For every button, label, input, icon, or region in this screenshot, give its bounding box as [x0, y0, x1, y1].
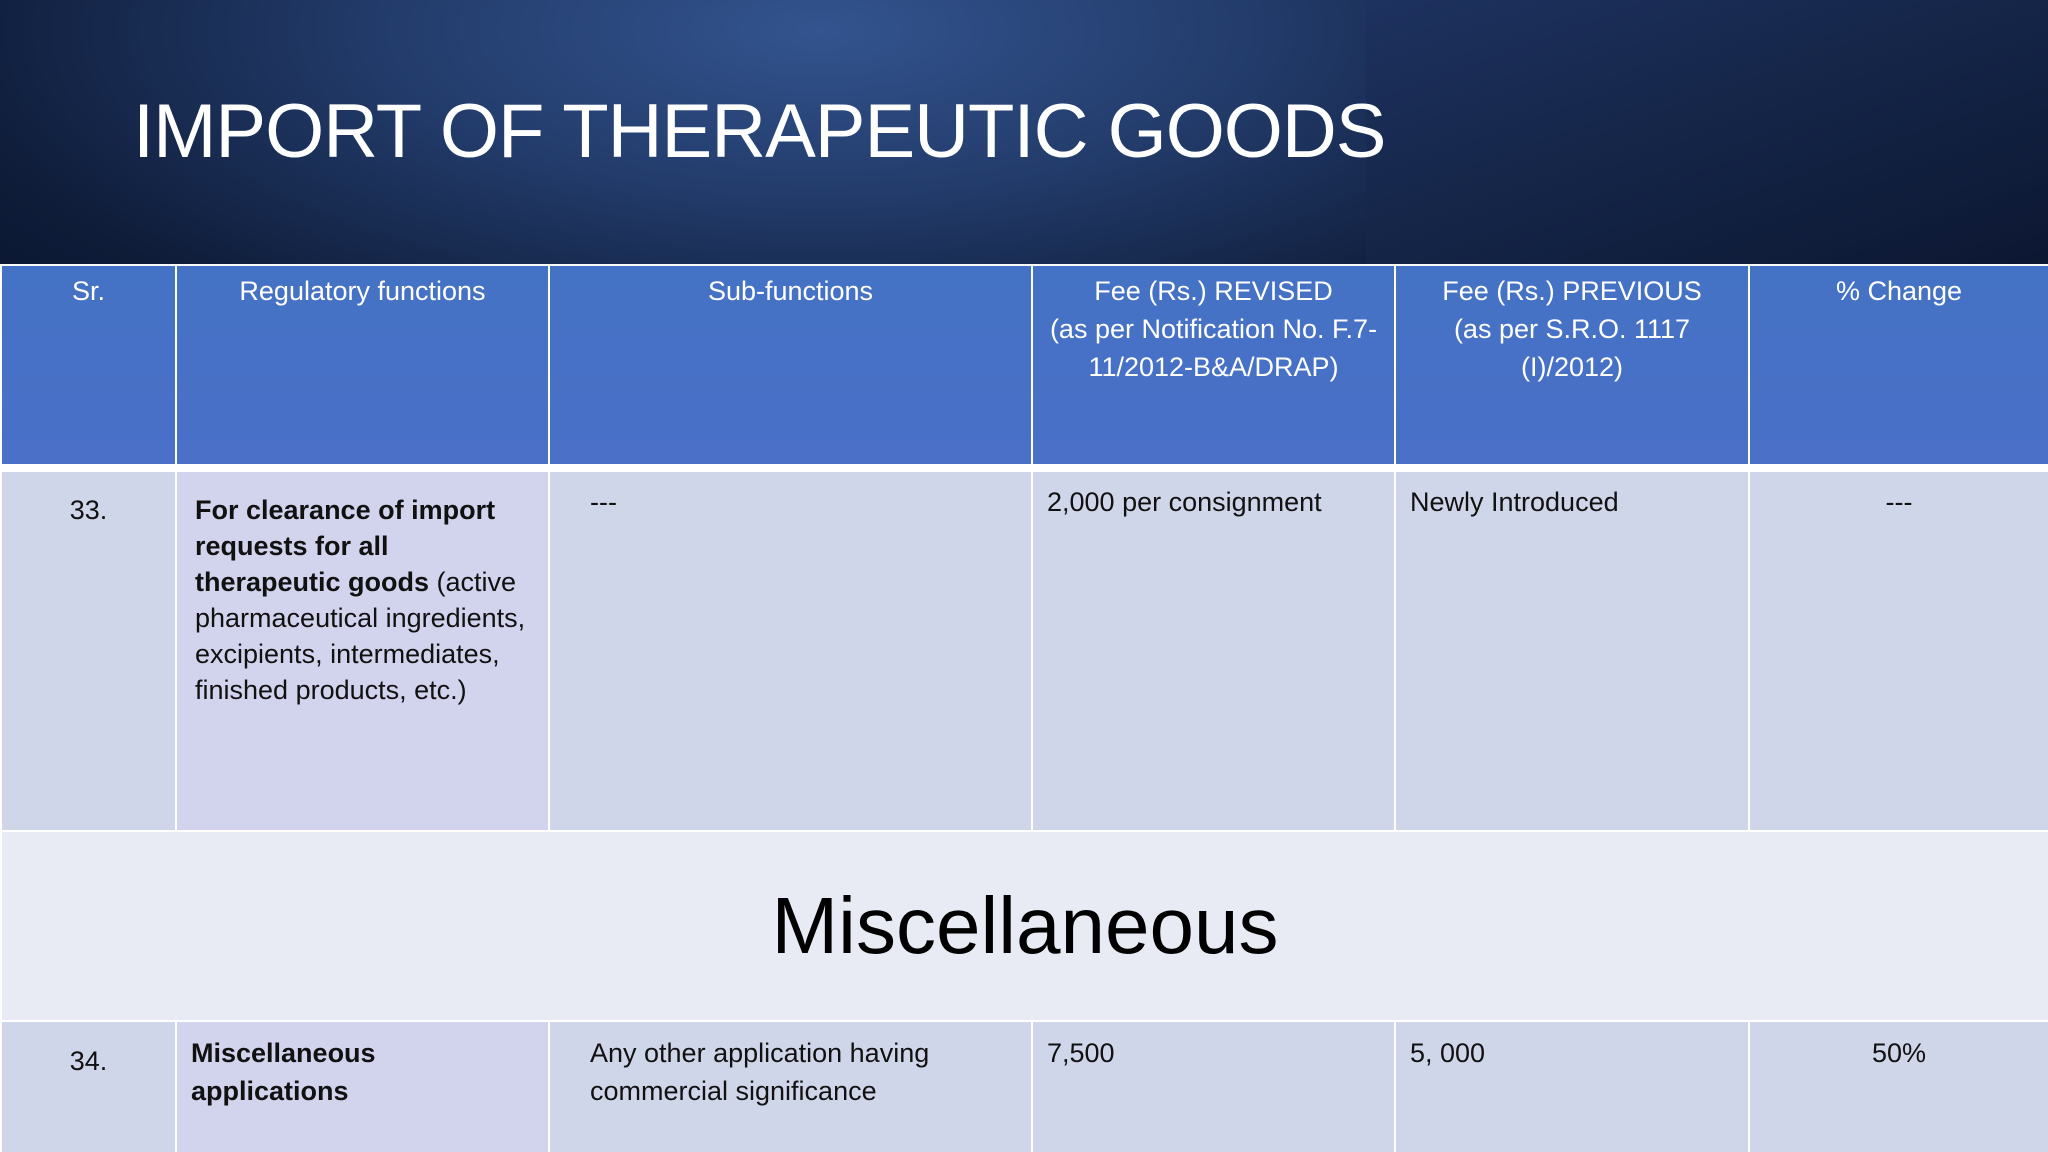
header-sr: Sr. — [0, 264, 177, 466]
cell-sr: 34. — [0, 1020, 177, 1152]
cell-regulatory-function: Miscellaneous applications — [175, 1020, 550, 1152]
table-header-row: Sr. Regulatory functions Sub-functions F… — [0, 264, 2048, 466]
regulatory-function-note: (active pharmaceutical ingredients, exci… — [195, 567, 526, 705]
header-fee-revised-note: (as per Notification No. F.7-11/2012-B&A… — [1049, 314, 1378, 382]
header-fee-revised: Fee (Rs.) REVISED (as per Notification N… — [1031, 264, 1396, 466]
cell-fee-previous: Newly Introduced — [1394, 470, 1750, 832]
cell-fee-revised: 2,000 per consignment — [1031, 470, 1396, 832]
section-heading-miscellaneous: Miscellaneous — [0, 830, 2048, 1022]
cell-percent-change: 50% — [1748, 1020, 2048, 1152]
header-fee-previous: Fee (Rs.) PREVIOUS (as per S.R.O. 1117 (… — [1394, 264, 1750, 466]
fee-table: Sr. Regulatory functions Sub-functions F… — [0, 264, 2048, 1152]
cell-fee-previous: 5, 000 — [1394, 1020, 1750, 1152]
header-fee-previous-note: (as per S.R.O. 1117 (I)/2012) — [1453, 314, 1691, 382]
cell-percent-change: --- — [1748, 470, 2048, 832]
header-percent-change: % Change — [1748, 264, 2048, 466]
header-regulatory-functions: Regulatory functions — [175, 264, 550, 466]
table-row: 34. Miscellaneous applications Any other… — [0, 1020, 2048, 1152]
header-separator — [1, 465, 2048, 471]
title-band-right-panel — [1366, 0, 2048, 264]
cell-sr: 33. — [0, 470, 177, 832]
table-row: 33. For clearance of import requests for… — [0, 470, 2048, 832]
regulatory-function-title: For clearance of import requests for all… — [195, 495, 496, 597]
header-fee-previous-title: Fee (Rs.) PREVIOUS — [1442, 276, 1702, 306]
header-sub-functions: Sub-functions — [548, 264, 1033, 466]
cell-sub-function: --- — [548, 470, 1033, 832]
cell-sub-function: Any other application having commercial … — [548, 1020, 1033, 1152]
section-row: Miscellaneous — [0, 830, 2048, 1022]
cell-fee-revised: 7,500 — [1031, 1020, 1396, 1152]
header-fee-revised-title: Fee (Rs.) REVISED — [1094, 276, 1333, 306]
slide-title: IMPORT OF THERAPEUTIC GOODS — [133, 89, 1386, 174]
header-separator-cell — [1, 465, 2048, 471]
cell-regulatory-function: For clearance of import requests for all… — [175, 470, 550, 832]
